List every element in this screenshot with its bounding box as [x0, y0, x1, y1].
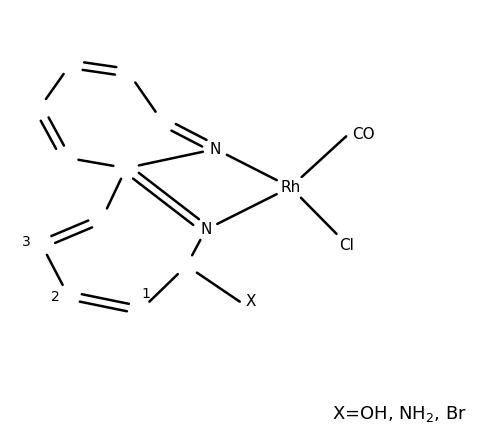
Text: Cl: Cl [339, 238, 354, 253]
Text: X: X [246, 294, 256, 309]
Text: N: N [200, 222, 211, 237]
Text: 3: 3 [22, 235, 31, 249]
Text: CO: CO [352, 127, 374, 142]
Text: 2: 2 [50, 290, 59, 304]
Text: X=OH, NH$_2$, Br: X=OH, NH$_2$, Br [332, 404, 466, 424]
Text: N: N [210, 141, 222, 156]
Text: 1: 1 [141, 287, 150, 301]
Text: Rh: Rh [280, 180, 300, 195]
